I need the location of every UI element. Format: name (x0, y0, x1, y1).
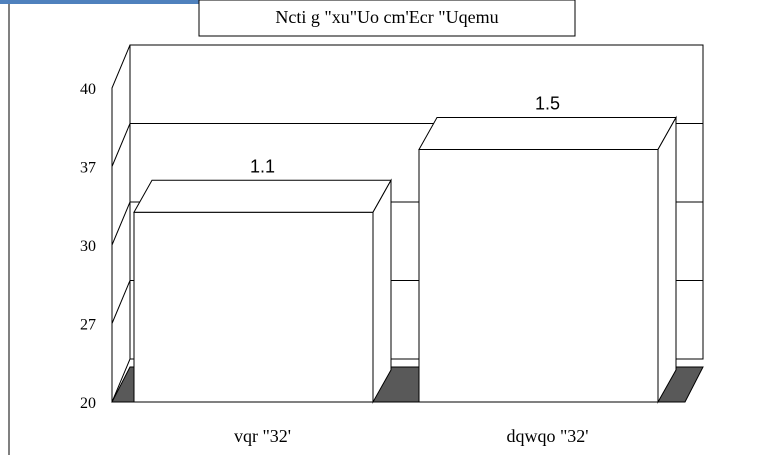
bar-side-0 (372, 178, 392, 404)
chart-title: Ncti g "xu"Uo cm'Ecr "Uqemu (198, 0, 576, 37)
y-axis-ticks: 20 27 30 37 40 (80, 81, 96, 412)
gridline-left-2 (111, 201, 131, 246)
bars (133, 115, 677, 404)
gridline-left-1 (111, 280, 131, 324)
bar-0 (133, 211, 374, 403)
x-axis-categories: vqr "32' dqwqo "32' (234, 426, 589, 446)
bar-top-0 (133, 179, 392, 213)
category-label-1: dqwqo "32' (506, 426, 588, 446)
bar-side-1 (657, 115, 677, 404)
data-labels: 1.1 1.5 (250, 94, 560, 177)
y-tick-3: 37 (80, 160, 96, 177)
bar-1 (418, 149, 659, 403)
bar-top-1 (418, 117, 677, 150)
chart-title-box (198, 0, 576, 37)
y-tick-4: 40 (80, 81, 96, 98)
y-tick-0: 20 (80, 395, 96, 412)
gridline-left-3 (111, 123, 131, 167)
data-label-1: 1.5 (535, 94, 560, 114)
category-label-0: vqr "32' (234, 426, 291, 446)
data-label-0: 1.1 (250, 156, 275, 176)
y-tick-1: 27 (80, 317, 96, 334)
chart-title-text: Ncti g "xu"Uo cm'Ecr "Uqemu (275, 7, 498, 27)
y-tick-2: 30 (80, 238, 96, 255)
